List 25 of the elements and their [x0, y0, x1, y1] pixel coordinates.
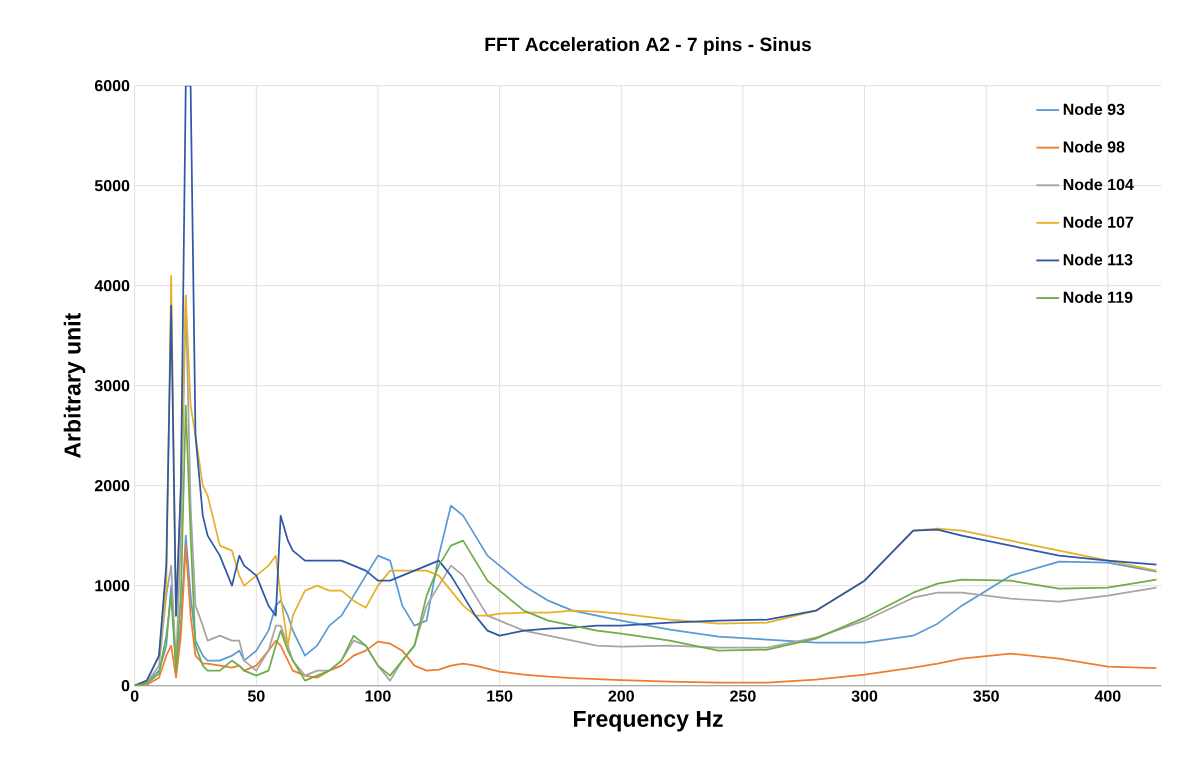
- x-tick-label: 350: [973, 690, 999, 702]
- y-tick-label: 1000: [95, 580, 130, 592]
- chart-title: FFT Acceleration A2 - 7 pins - Sinus: [485, 37, 811, 55]
- x-tick-label: 100: [365, 690, 391, 702]
- y-tick-label: 4000: [94, 280, 130, 292]
- legend-label: Node 93: [1063, 103, 1125, 116]
- y-axis-title: Arbitrary unit: [63, 312, 86, 459]
- x-tick-label: 150: [487, 690, 513, 702]
- x-tick-label: 400: [1094, 690, 1121, 702]
- x-tick-label: 300: [851, 690, 878, 702]
- y-tick-label: 5000: [94, 180, 130, 192]
- legend-label: Node 104: [1063, 178, 1134, 191]
- x-tick-label: 250: [730, 690, 756, 702]
- y-tick-label: 0: [121, 680, 130, 692]
- x-axis-title: Frequency Hz: [574, 710, 723, 732]
- x-tick-label: 50: [247, 690, 265, 702]
- y-tick-label: 2000: [94, 480, 130, 492]
- legend-label: Node 98: [1063, 140, 1125, 153]
- y-tick-label: 3000: [94, 379, 130, 392]
- legend-label: Node 119: [1063, 291, 1133, 303]
- x-tick-label: 200: [608, 690, 634, 702]
- legend-label: Node 107: [1063, 216, 1134, 228]
- legend-label: Node 113: [1063, 253, 1133, 266]
- x-tick-label: 0: [130, 690, 139, 702]
- y-tick-label: 6000: [94, 80, 130, 92]
